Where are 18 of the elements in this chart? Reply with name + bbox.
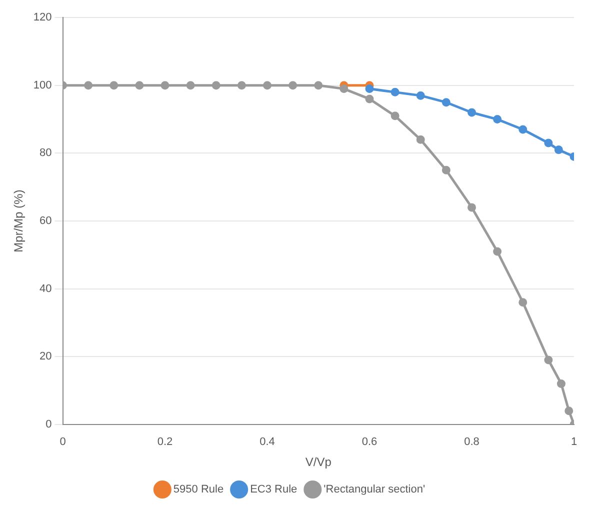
y-tick-label: 40 (40, 282, 52, 295)
x-tick-label: 0.4 (260, 436, 275, 448)
y-tick-label: 100 (33, 79, 52, 92)
x-tick-label: 0 (60, 436, 66, 448)
x-tick-label: 0.8 (464, 436, 480, 448)
legend-label: 'Rectangular section' (324, 484, 426, 496)
x-tick-label: 1 (570, 436, 578, 448)
y-tick-label: 60 (40, 215, 52, 228)
y-axis-title: Mpr/Mp (%) (12, 190, 26, 252)
x-axis-title: V/Vp (305, 455, 332, 470)
y-tick-label: 20 (40, 350, 52, 363)
x-tick-label: 0.6 (362, 436, 378, 448)
x-tick-label: 0.2 (157, 436, 173, 448)
legend-label: EC3 Rule (250, 484, 298, 496)
legend-label: 5950 Rule (173, 484, 224, 496)
y-tick-label: 80 (40, 147, 52, 160)
y-tick-label: 0 (46, 418, 52, 430)
y-tick-label: 120 (33, 12, 52, 24)
